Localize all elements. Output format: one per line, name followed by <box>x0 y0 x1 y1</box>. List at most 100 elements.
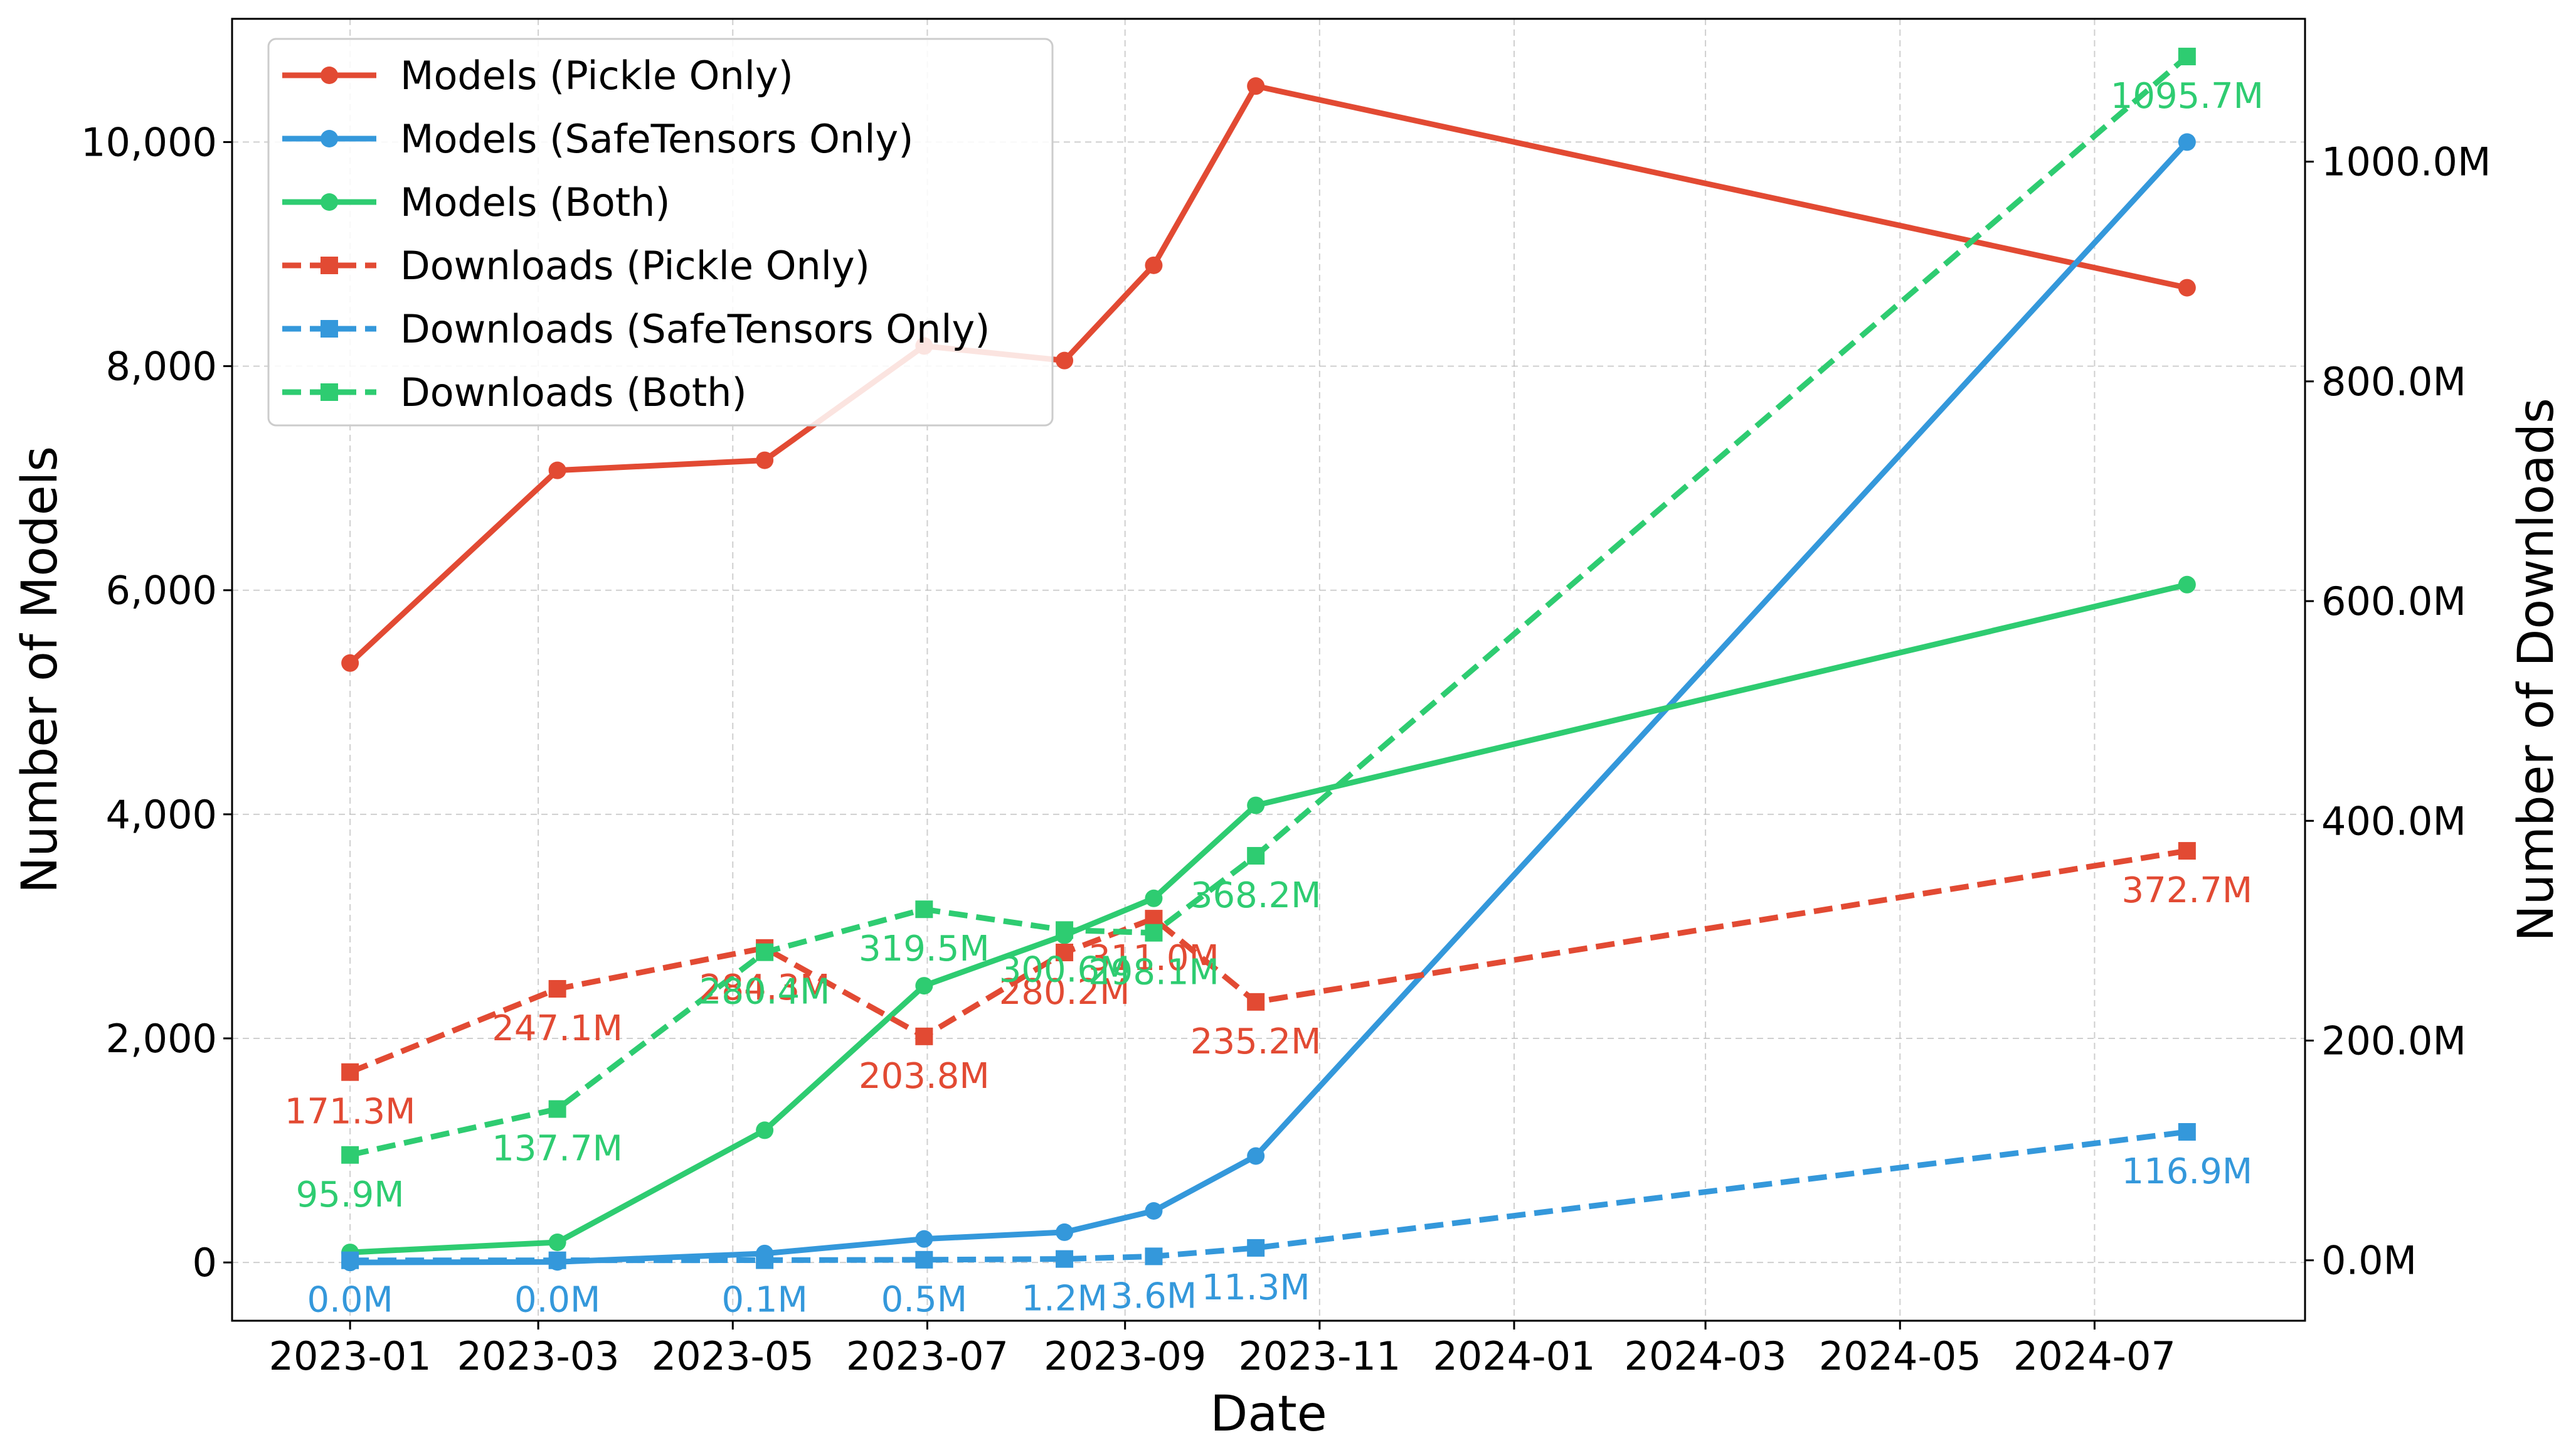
data-point <box>1247 846 1265 865</box>
data-point <box>548 1234 566 1251</box>
data-point <box>341 1146 359 1164</box>
y-tick-label-left: 8,000 <box>106 344 218 390</box>
data-label: 372.7M <box>2122 870 2253 911</box>
data-point <box>1145 924 1163 942</box>
legend-box <box>267 38 1054 427</box>
data-label: 280.2M <box>999 972 1130 1013</box>
legend-label: Downloads (Both) <box>400 370 747 415</box>
data-label: 171.3M <box>285 1092 416 1133</box>
data-point <box>1145 889 1163 907</box>
data-label: 203.8M <box>859 1056 990 1097</box>
legend-item: Downloads (Pickle Only) <box>282 243 870 289</box>
x-tick-label: 2024-01 <box>1433 1333 1595 1379</box>
data-point <box>2178 279 2196 297</box>
data-label: 284.3M <box>699 967 830 1008</box>
data-point <box>1247 77 1265 95</box>
data-point <box>1247 1147 1265 1165</box>
y-axis-right: 0.0M 200.0M 400.0M 600.0M 800.0M 1000.0M <box>2305 139 2491 1284</box>
data-point <box>1145 256 1163 274</box>
x-tick-label: 2023-03 <box>457 1333 620 1379</box>
series-layer <box>341 48 2196 1272</box>
data-point <box>2178 1122 2196 1141</box>
legend-label: Models (Both) <box>400 179 671 225</box>
data-point <box>915 1230 933 1248</box>
data-label: 0.5M <box>881 1279 967 1320</box>
data-point <box>1247 1239 1265 1257</box>
data-point <box>1056 1223 1074 1241</box>
y-tick-label-left: 4,000 <box>106 792 218 838</box>
data-point <box>915 977 933 995</box>
data-point <box>1056 1250 1074 1268</box>
data-point <box>1056 921 1074 939</box>
legend-item: Models (SafeTensors Only) <box>282 116 913 162</box>
data-point <box>915 1250 933 1269</box>
legend-label: Models (Pickle Only) <box>400 53 793 99</box>
data-point <box>548 461 566 479</box>
data-label: 319.5M <box>859 929 990 969</box>
data-label: 137.7M <box>492 1129 623 1170</box>
x-tick-label: 2023-05 <box>652 1333 814 1379</box>
data-point <box>915 900 933 919</box>
legend-label: Downloads (SafeTensors Only) <box>400 306 990 352</box>
data-point <box>548 1251 566 1269</box>
data-point <box>915 1027 933 1045</box>
series-line <box>349 54 2189 1158</box>
data-point <box>1247 796 1265 814</box>
data-point <box>1145 1202 1163 1220</box>
data-label: 311.0M <box>1088 938 1219 979</box>
data-point <box>341 1251 359 1269</box>
series-line <box>349 848 2188 1075</box>
data-label: 280.4M <box>699 972 830 1013</box>
data-point <box>2178 133 2196 151</box>
legend-item: Downloads (Both) <box>282 370 747 415</box>
y-tick-label-right: 600.0M <box>2321 578 2466 624</box>
data-point <box>548 1100 566 1118</box>
data-label: 11.3M <box>1202 1267 1310 1308</box>
legend-item: Models (Pickle Only) <box>282 53 793 99</box>
series-line <box>350 140 2190 1266</box>
data-label: 1.2M <box>1021 1279 1107 1319</box>
data-label: 235.2M <box>1190 1021 1322 1062</box>
data-label: 0.0M <box>514 1280 600 1321</box>
legend-swatch-marker <box>321 193 338 211</box>
legend-label: Models (SafeTensors Only) <box>400 116 913 162</box>
y-tick-label-left: 0 <box>193 1240 217 1286</box>
legend-item: Models (Both) <box>282 179 671 225</box>
data-label: 0.0M <box>307 1280 393 1321</box>
data-label: 298.1M <box>1088 952 1219 993</box>
data-label: 0.1M <box>721 1280 807 1321</box>
data-label: 116.9M <box>2122 1151 2253 1192</box>
data-point <box>2178 575 2196 594</box>
data-point <box>548 980 566 998</box>
y-tick-label-left: 2,000 <box>106 1016 218 1062</box>
data-label: 300.6M <box>999 949 1130 990</box>
y-axis-label-right: Number of Downloads <box>2508 398 2565 941</box>
y-axis-left: 0 2,000 4,000 6,000 8,000 10,000 <box>81 119 232 1286</box>
x-tick-label: 2024-03 <box>1625 1333 1787 1379</box>
y-tick-label-right: 800.0M <box>2321 359 2466 405</box>
data-point <box>756 943 774 961</box>
data-point <box>1056 351 1074 370</box>
data-label: 368.2M <box>1190 875 1322 916</box>
series-4 <box>341 1122 2196 1269</box>
series-5 <box>341 48 2196 1164</box>
y-tick-label-right: 1000.0M <box>2321 139 2491 185</box>
legend-swatch-marker <box>321 320 338 338</box>
y-tick-label-right: 400.0M <box>2321 798 2466 844</box>
x-tick-label: 2023-09 <box>1044 1333 1206 1379</box>
data-point <box>756 1251 774 1269</box>
data-point <box>341 1063 359 1081</box>
series-line <box>350 1129 2188 1264</box>
plot-frame <box>231 18 2306 1322</box>
data-label: 3.6M <box>1111 1276 1197 1316</box>
y-tick-label-left: 10,000 <box>81 119 217 165</box>
legend-swatch-marker <box>321 130 338 147</box>
legend-swatch-marker <box>321 67 338 84</box>
x-tick-label: 2024-05 <box>1819 1333 1981 1379</box>
data-label: 95.9M <box>296 1175 405 1215</box>
data-point <box>2178 48 2196 66</box>
data-label: 1095.7M <box>2111 76 2264 117</box>
data-point <box>756 1121 774 1139</box>
